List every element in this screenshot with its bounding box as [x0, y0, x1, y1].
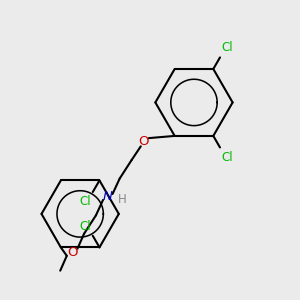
Text: Cl: Cl: [222, 41, 233, 54]
Text: Cl: Cl: [222, 151, 233, 164]
Text: Cl: Cl: [80, 195, 91, 208]
Text: H: H: [118, 194, 126, 206]
Text: Cl: Cl: [80, 220, 91, 233]
Text: O: O: [138, 135, 149, 148]
Text: N: N: [103, 190, 113, 203]
Text: O: O: [67, 246, 77, 259]
